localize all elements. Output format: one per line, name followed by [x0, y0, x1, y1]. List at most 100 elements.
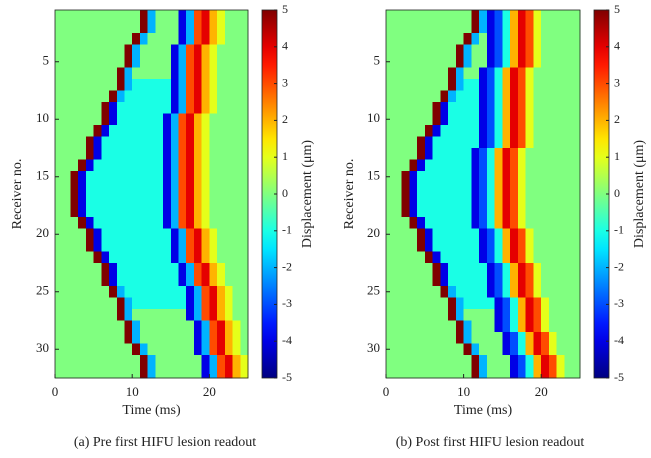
heatmap-cell: [116, 125, 125, 137]
heatmap-cell: [386, 309, 395, 321]
heatmap-cell: [556, 320, 565, 333]
heatmap-cell: [541, 263, 550, 275]
heatmap-cell: [533, 79, 542, 91]
heatmap-cell: [448, 90, 457, 103]
heatmap-cell: [393, 263, 402, 275]
heatmap-cell: [463, 113, 472, 126]
heatmap-cell: [409, 125, 418, 137]
heatmap-cell: [517, 240, 527, 252]
heatmap-cell: [232, 125, 241, 137]
heatmap-cell: [78, 263, 87, 275]
heatmap-cell: [548, 194, 558, 206]
heatmap-cell: [486, 320, 496, 333]
caption: (a) Pre first HIFU lesion readout: [74, 435, 256, 450]
heatmap-cell: [178, 332, 187, 344]
heatmap-cell: [510, 67, 519, 80]
heatmap-cell: [510, 286, 519, 298]
heatmap-cell: [471, 240, 480, 252]
heatmap-cell: [541, 228, 550, 241]
heatmap-cell: [139, 171, 149, 183]
heatmap-cell: [463, 125, 472, 137]
heatmap-cell: [409, 251, 418, 264]
heatmap-cell: [548, 182, 558, 195]
heatmap-cell: [548, 343, 558, 356]
heatmap-cell: [101, 240, 110, 252]
heatmap-cell: [486, 125, 496, 137]
heatmap-cell: [440, 136, 449, 149]
heatmap-cell: [486, 263, 496, 275]
heatmap-cell: [525, 56, 534, 68]
heatmap-cell: [240, 171, 249, 183]
heatmap-cell: [147, 102, 156, 114]
heatmap-cell: [132, 33, 141, 45]
heatmap-cell: [209, 205, 218, 218]
heatmap-cell: [486, 251, 496, 264]
heatmap-cell: [471, 67, 480, 80]
heatmap-cell: [124, 44, 133, 57]
heatmap-cell: [556, 171, 565, 183]
heatmap-cell: [209, 67, 218, 80]
heatmap-cell: [471, 136, 480, 149]
heatmap-cell: [533, 366, 542, 379]
heatmap-cell: [517, 355, 527, 367]
heatmap-cell: [201, 217, 210, 229]
heatmap-cell: [432, 286, 441, 298]
heatmap-cell: [417, 274, 426, 287]
heatmap-cell: [525, 251, 534, 264]
caption: (b) Post first HIFU lesion readout: [396, 435, 585, 450]
heatmap-cell: [139, 148, 149, 160]
heatmap-cell: [193, 240, 203, 252]
heatmap-cell: [572, 194, 581, 206]
heatmap-cell: [409, 44, 418, 57]
heatmap-cell: [78, 366, 87, 379]
heatmap-cell: [510, 355, 519, 367]
heatmap-cell: [510, 21, 519, 34]
heatmap-cell: [155, 21, 164, 34]
heatmap-cell: [572, 366, 581, 379]
heatmap-cell: [564, 228, 573, 241]
heatmap-cell: [232, 33, 241, 45]
heatmap-cell: [409, 79, 418, 91]
heatmap-cell: [55, 251, 64, 264]
heatmap-cell: [147, 113, 156, 126]
heatmap-cell: [78, 113, 87, 126]
heatmap-cell: [541, 297, 550, 310]
heatmap-cell: [541, 159, 550, 172]
heatmap-cell: [178, 182, 187, 195]
heatmap-cell: [556, 297, 565, 310]
heatmap-cell: [424, 228, 433, 241]
heatmap-cell: [517, 297, 527, 310]
colorbar-tick-label: -5: [614, 370, 624, 384]
heatmap-cell: [240, 67, 249, 80]
heatmap-cell: [386, 286, 395, 298]
heatmap-cell: [424, 182, 433, 195]
heatmap-cell: [463, 171, 472, 183]
heatmap-cell: [486, 44, 496, 57]
heatmap-cell: [85, 10, 94, 22]
heatmap-cell: [548, 251, 558, 264]
heatmap-cell: [217, 274, 226, 287]
heatmap-cell: [163, 148, 172, 160]
heatmap-cell: [178, 148, 187, 160]
heatmap-cell: [178, 309, 187, 321]
heatmap-cell: [417, 10, 426, 22]
heatmap-cell: [109, 332, 118, 344]
heatmap-cell: [178, 205, 187, 218]
heatmap-cell: [163, 355, 172, 367]
heatmap-cell: [572, 113, 581, 126]
heatmap-cell: [217, 205, 226, 218]
heatmap-cell: [155, 205, 164, 218]
heatmap-cell: [440, 33, 449, 45]
heatmap-cell: [186, 297, 195, 310]
heatmap-cell: [494, 67, 503, 80]
y-tick-label: 5: [374, 53, 381, 68]
heatmap-cell: [424, 332, 433, 344]
heatmap-cell: [564, 44, 573, 57]
heatmap-cell: [471, 205, 480, 218]
heatmap-cell: [502, 136, 511, 149]
heatmap-cell: [116, 79, 125, 91]
heatmap-cell: [432, 102, 441, 114]
heatmap-cell: [479, 286, 488, 298]
heatmap-cell: [155, 332, 164, 344]
heatmap-cell: [533, 56, 542, 68]
